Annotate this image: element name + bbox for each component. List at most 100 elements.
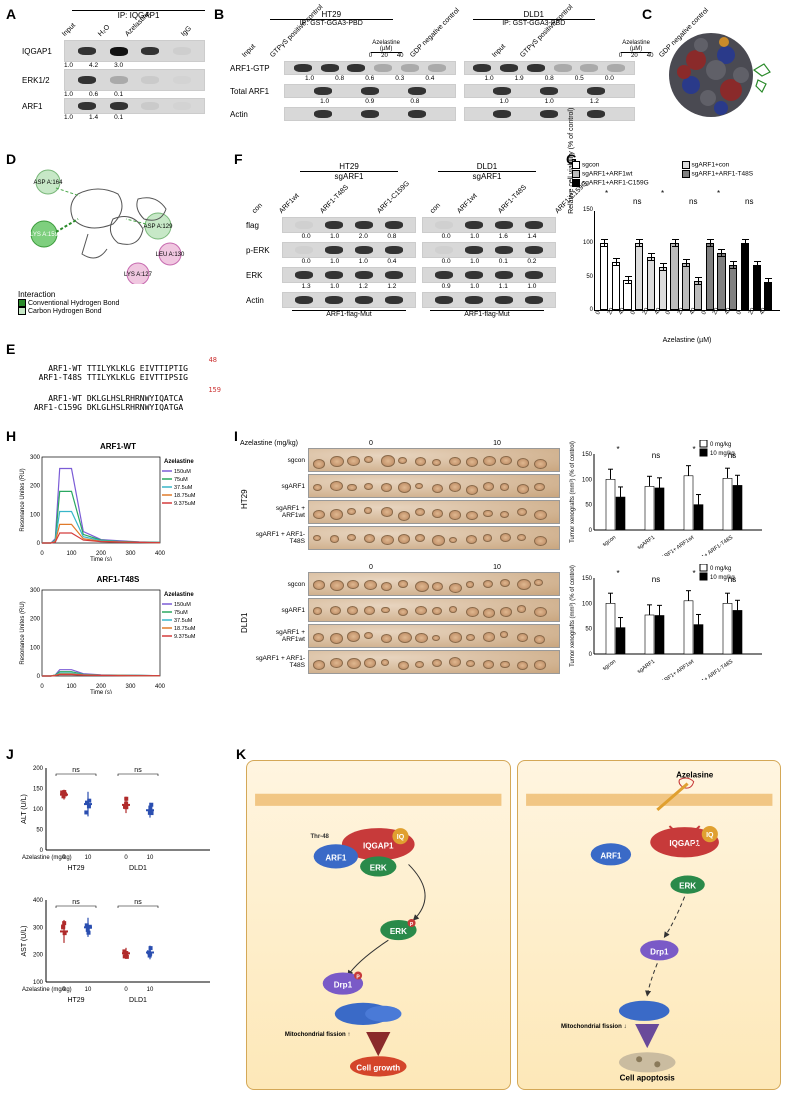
errbar — [686, 259, 687, 267]
svg-text:ERK: ERK — [370, 863, 387, 872]
j-scatter-svg: 100200300400AST (U/L)010HT29ns010DLD1nsA… — [16, 892, 216, 1022]
sig: * — [661, 189, 664, 198]
f-cols: con ARF1wt ARF1-T48S ARF1-C159G con ARF1… — [246, 181, 556, 215]
bar — [694, 281, 702, 310]
g-chart-wrap: Relative cell viability (% of control) 0… — [572, 189, 787, 345]
q: 0.4 — [425, 75, 434, 82]
quant: 1.0 4.2 3.0 — [64, 62, 205, 69]
ytick: 150 — [575, 207, 593, 213]
svg-text:sgARF1+ ARF1wt: sgARF1+ ARF1wt — [656, 658, 696, 680]
row-label: sgARF1 + ARF1-T48S — [254, 655, 308, 669]
q: 0.4 — [387, 258, 396, 265]
svg-text:150: 150 — [582, 452, 593, 458]
svg-text:100: 100 — [33, 980, 44, 986]
svg-text:10: 10 — [147, 855, 154, 861]
sig: * — [605, 189, 608, 198]
q: 1.0 — [330, 258, 339, 265]
q: 1.0 — [485, 75, 494, 82]
quant-row: 0.01.01.00.40.01.00.10.2 — [246, 258, 556, 265]
svg-text:75uM: 75uM — [174, 477, 188, 483]
label-e: E — [6, 341, 15, 357]
dose-group: Azelastine (µM) — [371, 40, 402, 53]
spr-chart-wrap: ARF1-T48S01002003000100200300400Resonanc… — [14, 575, 222, 696]
xtick: 20 — [642, 307, 651, 316]
i-bar-svg: 0 mg/kg10 mg/kg050100150Tumor xenografts… — [566, 440, 766, 556]
q: 4.2 — [89, 62, 98, 69]
errbar — [663, 263, 664, 271]
row-label: sgARF1 — [254, 483, 308, 490]
svg-text:18.75uM: 18.75uM — [174, 626, 196, 632]
errbar — [675, 239, 676, 247]
svg-text:Azelastine: Azelastine — [164, 459, 194, 465]
q: 0.9 — [442, 283, 451, 290]
bar — [635, 243, 643, 310]
svg-text:sgcon: sgcon — [602, 659, 617, 672]
sn: ARF1-T48S — [16, 373, 82, 382]
svg-text:50: 50 — [36, 828, 43, 834]
errbar — [639, 239, 640, 247]
svg-text:50: 50 — [585, 503, 592, 509]
tumor-photo — [308, 572, 560, 596]
q: 1.0 — [320, 98, 329, 105]
q: 1.9 — [515, 75, 524, 82]
q: 0.6 — [365, 75, 374, 82]
sn: ARF1-WT — [16, 364, 82, 373]
panel-f: HT29sgARF1 DLD1sgARF1 con ARF1wt ARF1-T4… — [246, 162, 556, 318]
ytick: 50 — [575, 274, 593, 280]
k-right: Azelasine IQGAP1 IQ ARF1 ERK Drp1 — [517, 760, 782, 1090]
j-chart: 050100150200ALT (U/L)010HT29ns010DLD1nsA… — [16, 760, 221, 892]
svg-text:ARF1: ARF1 — [600, 851, 622, 860]
bar — [659, 267, 667, 310]
errbar — [616, 258, 617, 266]
i-barchart: 0 mg/kg10 mg/kg050100150Tumor xenografts… — [566, 440, 786, 558]
xtick: 40 — [724, 307, 733, 316]
ytick: 100 — [575, 240, 593, 246]
svg-text:Azelastine (mg/kg): Azelastine (mg/kg) — [22, 987, 72, 993]
sn: ARF1-C159G — [16, 403, 82, 412]
svg-text:sgARF1: sgARF1 — [636, 659, 656, 675]
q: 0.0 — [605, 75, 614, 82]
k-split: IQGAP1 ARF1 Thr-48 IQ ERK ERK P Drp1 P — [246, 760, 781, 1090]
panel-k: IQGAP1 ARF1 Thr-48 IQ ERK ERK P Drp1 P — [246, 760, 781, 1090]
quant-row: 1.31.01.21.20.91.01.11.0 — [246, 283, 556, 290]
q: 0.5 — [575, 75, 584, 82]
tumor-photo — [308, 448, 560, 472]
b-headers: HT29 IP: GST-GGA3-PBD DLD1 IP: GST-GGA3-… — [230, 10, 635, 27]
row-label: sgARF1 + ARF1wt — [254, 505, 308, 519]
q: 1.0 — [305, 75, 314, 82]
svg-text:50: 50 — [585, 627, 592, 633]
cell-name: HT29 — [270, 10, 393, 20]
rowlabel: Actin — [230, 110, 276, 119]
errbar — [651, 253, 652, 261]
xtick: 20 — [712, 307, 721, 316]
svg-text:0: 0 — [589, 652, 593, 658]
b-row: ARF1-GTP — [230, 61, 635, 75]
errbar — [721, 249, 722, 257]
panel-i: Azelastine (mg/kg)010HT29sgconsgARF1sgAR… — [240, 440, 786, 688]
q: 1.0 — [545, 98, 554, 105]
svg-text:100: 100 — [30, 645, 41, 651]
svg-text:sgcon: sgcon — [602, 535, 617, 548]
f-head: HT29sgARF1 DLD1sgARF1 — [246, 162, 556, 181]
svg-text:DLD1: DLD1 — [129, 865, 147, 872]
svg-text:400: 400 — [33, 898, 44, 904]
svg-text:0: 0 — [37, 541, 41, 547]
legend-item: sgcon — [572, 161, 678, 169]
ip-label: IP: GST-GGA3-PBD — [433, 20, 636, 27]
label-k: K — [236, 746, 246, 762]
panel-c — [646, 20, 786, 140]
tumor-photo — [308, 500, 560, 524]
svg-text:100: 100 — [66, 551, 77, 557]
i-photo-block: Azelastine (mg/kg)010HT29sgconsgARF1sgAR… — [240, 440, 560, 551]
svg-text:0: 0 — [40, 848, 44, 854]
svg-text:ARF1: ARF1 — [325, 853, 347, 862]
svg-text:300: 300 — [30, 588, 41, 594]
svg-text:DLD1: DLD1 — [129, 997, 147, 1004]
i-photo-block: 010DLD1sgconsgARF1sgARF1 + ARF1wtsgARF1 … — [240, 564, 560, 675]
svg-text:0: 0 — [124, 987, 128, 993]
label-f: F — [234, 151, 243, 167]
q: 0.6 — [89, 91, 98, 98]
svg-text:Drp1: Drp1 — [650, 947, 669, 956]
bar — [706, 243, 714, 310]
q: 1.0 — [470, 258, 479, 265]
